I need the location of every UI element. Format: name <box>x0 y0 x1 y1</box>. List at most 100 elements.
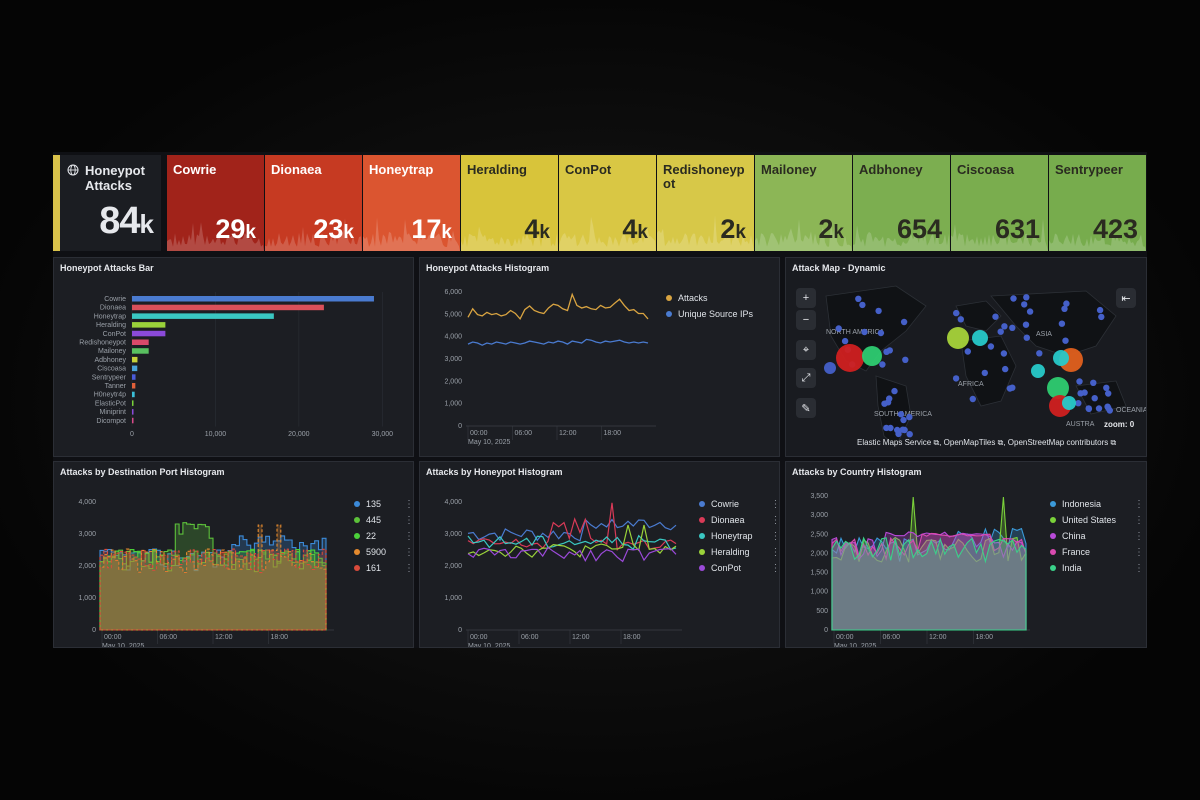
attack-point <box>952 375 960 382</box>
stat-tile-redishoneypot[interactable]: Redishoneypot 2k <box>657 155 754 251</box>
tick-label: 00:00 <box>104 634 122 641</box>
sparkline-area <box>363 217 460 251</box>
stat-tile-mailoney[interactable]: Mailoney 2k <box>755 155 852 251</box>
legend-item[interactable]: 5900 ⋮ <box>354 544 413 560</box>
panel-attacks-histogram[interactable]: Honeypot Attacks Histogram 0 1,000 2,000 3,… <box>419 257 780 457</box>
attack-point <box>1023 334 1030 341</box>
legend-item[interactable]: 135 ⋮ <box>354 496 413 512</box>
stat-tile-dionaea[interactable]: Dionaea 23k <box>265 155 362 251</box>
locate-button[interactable]: ⌖ <box>796 340 816 360</box>
attack-point <box>1062 337 1069 344</box>
stat-tile-ciscoasa[interactable]: Ciscoasa 631 <box>951 155 1048 251</box>
more-options-icon[interactable]: ⋮ <box>770 546 780 558</box>
fullscreen-button[interactable]: ⤢ <box>796 368 816 388</box>
legend-item[interactable]: Heralding ⋮ <box>699 544 779 560</box>
legend-item[interactable]: Dionaea ⋮ <box>699 512 779 528</box>
stat-tile-adbhoney[interactable]: Adbhoney 654 <box>853 155 950 251</box>
bar <box>132 383 136 389</box>
category-label: Adbhoney <box>94 357 126 364</box>
bar <box>132 374 136 380</box>
more-options-icon[interactable]: ⋮ <box>770 530 780 542</box>
more-options-icon[interactable]: ⋮ <box>770 562 780 574</box>
stat-value: 29k <box>215 214 256 244</box>
honeypot-histogram-chart: 0 1,000 2,000 3,000 4,000 00:00 06:00 12:00 18:0… <box>444 499 682 647</box>
legend-item[interactable]: India ⋮ <box>1050 560 1144 576</box>
more-options-icon[interactable]: ⋮ <box>770 498 780 510</box>
tick-label: 2,000 <box>78 563 96 570</box>
more-options-icon[interactable]: ⋮ <box>1134 546 1145 558</box>
stat-value: 2k <box>720 214 746 244</box>
stat-tile-cowrie[interactable]: Cowrie 29k <box>167 155 264 251</box>
attribution-link[interactable]: OpenStreetMap contributors <box>1007 438 1109 447</box>
tick-label: 18:00 <box>623 634 641 641</box>
tick-label: 3,000 <box>810 512 828 519</box>
tick-label: 2,000 <box>444 563 462 570</box>
sparkline <box>1049 228 1146 251</box>
more-options-icon[interactable]: ⋮ <box>404 498 414 510</box>
legend-item[interactable]: 445 ⋮ <box>354 512 413 528</box>
attack-point <box>1000 350 1008 357</box>
attack-point <box>855 295 862 302</box>
zoom-out-button[interactable]: − <box>796 310 816 330</box>
bar <box>132 296 374 302</box>
tick-label: 0 <box>130 431 134 438</box>
attack-point <box>1061 305 1068 312</box>
attack-cluster <box>972 330 988 346</box>
legend-item[interactable]: France ⋮ <box>1050 544 1144 560</box>
tick-label: 1,500 <box>810 570 828 577</box>
legend-swatch <box>666 311 672 317</box>
more-options-icon[interactable]: ⋮ <box>1134 562 1145 574</box>
legend-item[interactable]: 22 ⋮ <box>354 528 413 544</box>
bar <box>132 356 138 363</box>
more-options-icon[interactable]: ⋮ <box>404 530 414 542</box>
legend-item[interactable]: Indonesia ⋮ <box>1050 496 1144 512</box>
legend-item[interactable]: United States ⋮ <box>1050 512 1144 528</box>
tick-label: 0 <box>824 627 828 634</box>
panel-attacks-by-honeypot[interactable]: Attacks by Honeypot Histogram 0 1,000 2,00… <box>419 461 780 648</box>
stat-tile-sentrypeer[interactable]: Sentrypeer 423 <box>1049 155 1146 251</box>
layers-toggle-button[interactable]: ⇤ <box>1116 288 1136 308</box>
panel-attacks-bar[interactable]: Honeypot Attacks Bar 0 10,000 20,000 30,000… <box>53 257 414 457</box>
attack-point <box>875 307 882 315</box>
attribution-link[interactable]: Elastic Maps Service <box>857 438 932 447</box>
attack-point <box>1075 400 1082 407</box>
tick-label: 1,000 <box>444 401 462 408</box>
attack-point <box>900 416 907 424</box>
legend-item[interactable]: Cowrie ⋮ <box>699 496 779 512</box>
legend-item[interactable]: Unique Source IPs <box>666 306 753 322</box>
zoom-in-button[interactable]: + <box>796 288 816 308</box>
tools-button[interactable]: ✎ <box>796 398 816 418</box>
stat-tile-heralding[interactable]: Heralding 4k <box>461 155 558 251</box>
panel-attack-map[interactable]: Attack Map - Dynamic NORTH AMERICA ASIA AF… <box>785 257 1147 457</box>
bar <box>132 391 135 398</box>
legend-item[interactable]: ConPot ⋮ <box>699 560 779 576</box>
more-options-icon[interactable]: ⋮ <box>1134 498 1145 510</box>
panel-title: Attacks by Country Histogram <box>792 467 922 477</box>
collapse-icon: ⇤ <box>1121 292 1131 305</box>
panel-destination-port[interactable]: Attacks by Destination Port Histogram 0 1… <box>53 461 414 648</box>
legend-item[interactable]: Honeytrap ⋮ <box>699 528 779 544</box>
tick-label: 00:00 <box>470 430 488 437</box>
more-options-icon[interactable]: ⋮ <box>770 514 780 526</box>
attribution-link[interactable]: OpenMapTiles <box>943 438 996 447</box>
attack-point <box>1001 323 1008 330</box>
panel-attacks-by-country[interactable]: Attacks by Country Histogram 0 500 1,000 1,… <box>785 461 1147 648</box>
stat-tile-conpot[interactable]: ConPot 4k <box>559 155 656 251</box>
more-options-icon[interactable]: ⋮ <box>404 562 414 574</box>
stat-tile-honeytrap[interactable]: Honeytrap 17k <box>363 155 460 251</box>
attack-point <box>877 329 885 337</box>
attack-point <box>895 430 902 438</box>
legend-item[interactable]: 161 ⋮ <box>354 560 413 576</box>
more-options-icon[interactable]: ⋮ <box>404 546 414 558</box>
expand-icon: ⤢ <box>801 371 811 384</box>
more-options-icon[interactable]: ⋮ <box>1134 530 1145 542</box>
more-options-icon[interactable]: ⋮ <box>1134 514 1145 526</box>
series-area <box>831 532 1027 631</box>
total-attacks-tile[interactable]: Honeypot Attacks 84k <box>53 155 161 251</box>
attack-point <box>891 387 898 395</box>
honeypot-legend: Cowrie ⋮ Dionaea ⋮ Honeytrap ⋮ Heralding ⋮ ConPo… <box>699 496 779 576</box>
legend-item[interactable]: China ⋮ <box>1050 528 1144 544</box>
legend-item[interactable]: Attacks <box>666 290 753 306</box>
more-options-icon[interactable]: ⋮ <box>404 514 414 526</box>
